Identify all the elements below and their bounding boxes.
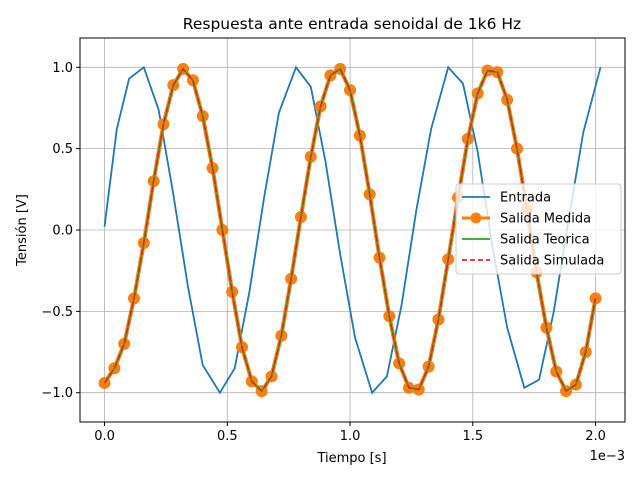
x-tick-label: 2.0 bbox=[585, 429, 606, 444]
legend-entry: Salida Teorica bbox=[462, 233, 590, 248]
legend-label: Salida Medida bbox=[500, 212, 591, 227]
x-axis: 0.0 0.5 1.0 1.5 2.0 bbox=[94, 422, 606, 444]
x-axis-label: Tiempo [s] bbox=[316, 451, 386, 466]
y-axis: 1.0 0.5 0.0 −0.5 −1.0 bbox=[41, 61, 80, 401]
legend-entry: Salida Medida bbox=[462, 212, 591, 227]
legend-entry: Entrada bbox=[462, 191, 551, 206]
legend-marker bbox=[470, 212, 482, 224]
chart-title: Respuesta ante entrada senoidal de 1k6 H… bbox=[183, 15, 521, 33]
series-entrada bbox=[103, 65, 602, 395]
y-tick-label: −0.5 bbox=[41, 305, 73, 320]
y-axis-label: Tensión [V] bbox=[15, 194, 30, 267]
x-tick-label: 1.0 bbox=[340, 429, 361, 444]
data-point bbox=[98, 376, 111, 389]
series-group bbox=[98, 62, 602, 398]
legend: Entrada Salida Medida Salida Teorica Salida… bbox=[455, 183, 622, 275]
x-tick-label: 0.0 bbox=[94, 429, 115, 444]
x-axis-offset-text: 1e−3 bbox=[590, 449, 625, 464]
series-salida-simulada bbox=[103, 67, 597, 393]
x-tick-label: 1.5 bbox=[462, 429, 483, 444]
series-line bbox=[103, 67, 597, 393]
legend-label: Salida Teorica bbox=[500, 233, 590, 248]
y-tick-label: 1.0 bbox=[52, 61, 73, 76]
plot-area bbox=[98, 62, 602, 398]
y-tick-label: −1.0 bbox=[41, 386, 73, 401]
x-tick-label: 0.5 bbox=[217, 429, 238, 444]
series-line bbox=[103, 65, 602, 395]
legend-entry: Salida Simulada bbox=[462, 254, 604, 269]
legend-frame bbox=[455, 183, 622, 275]
legend-label: Entrada bbox=[500, 191, 551, 206]
y-tick-label: 0.5 bbox=[52, 142, 73, 157]
y-tick-label: 0.0 bbox=[52, 224, 73, 239]
legend-label: Salida Simulada bbox=[500, 254, 604, 269]
